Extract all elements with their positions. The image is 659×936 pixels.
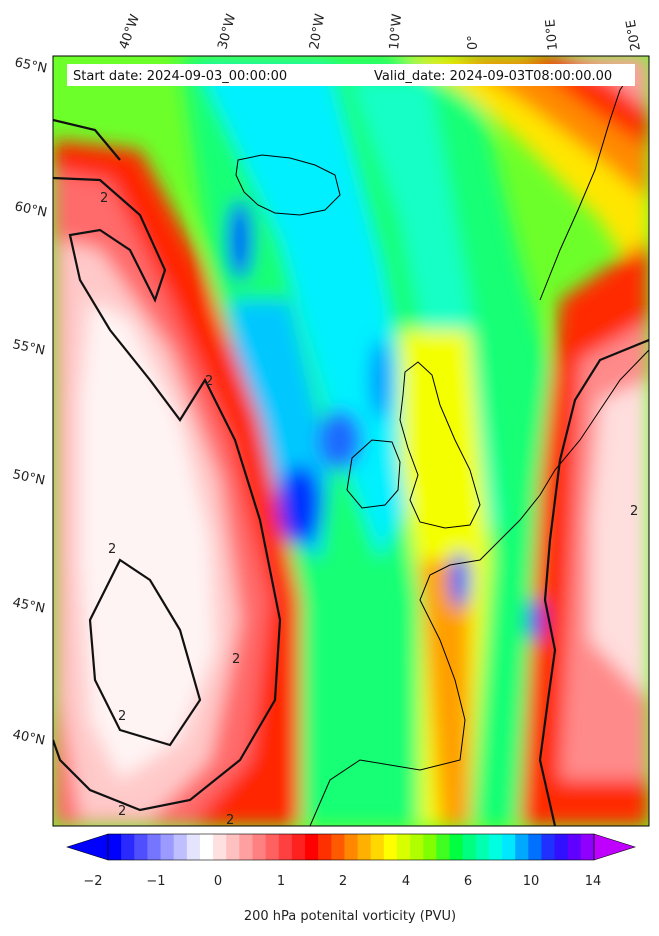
lat-label: 55°N bbox=[11, 337, 46, 358]
colorbar-cell bbox=[554, 834, 569, 860]
colorbar-cell bbox=[213, 834, 227, 860]
lon-label: 40°W bbox=[117, 12, 143, 51]
contour-east bbox=[538, 338, 649, 826]
colorbar-cell bbox=[291, 834, 306, 860]
colorbar: −2 −1 0 1 2 4 6 10 14 200 hPa potenital … bbox=[66, 833, 636, 924]
colorbar-cell bbox=[121, 834, 135, 860]
lat-label: 40°N bbox=[11, 727, 46, 748]
lon-label: 10°W bbox=[387, 13, 405, 50]
colorbar-cell bbox=[567, 834, 582, 860]
coastlines bbox=[235, 74, 649, 826]
colorbar-cell bbox=[436, 834, 450, 860]
contour-2pvu bbox=[53, 118, 649, 826]
latitude-labels: 65°N 60°N 55°N 50°N 45°N 40°N bbox=[11, 55, 48, 748]
contour-label: 2 bbox=[226, 813, 234, 828]
colorbar-cell bbox=[502, 834, 516, 860]
lat-label: 60°N bbox=[13, 199, 48, 220]
contour-west-outer bbox=[53, 176, 282, 812]
colorbar-cell bbox=[528, 834, 542, 860]
contour-label: 2 bbox=[118, 709, 126, 724]
colorbar-cell bbox=[344, 834, 358, 860]
colorbar-cell bbox=[226, 834, 240, 860]
iceland-outline bbox=[235, 154, 341, 216]
colorbar-cell bbox=[515, 834, 529, 860]
colorbar-cell bbox=[423, 834, 437, 860]
colorbar-tick: 0 bbox=[214, 874, 222, 889]
colorbar-frame bbox=[107, 833, 595, 861]
colorbar-cell bbox=[134, 834, 148, 860]
colorbar-cell bbox=[383, 834, 398, 860]
colorbar-cell bbox=[160, 834, 175, 860]
great-britain-outline bbox=[399, 361, 481, 529]
longitude-labels: 40°W 30°W 20°W 10°W 0° 10°E 20°E bbox=[117, 12, 644, 52]
lon-label: 10°E bbox=[543, 19, 561, 51]
colorbar-cell bbox=[278, 834, 293, 860]
colorbar-tick: 10 bbox=[523, 874, 540, 889]
colorbar-cell bbox=[331, 834, 345, 860]
lat-label: 65°N bbox=[13, 55, 48, 76]
lon-label: 20°E bbox=[624, 19, 644, 52]
colorbar-tick: 14 bbox=[585, 874, 602, 889]
colorbar-cell bbox=[199, 834, 214, 860]
colorbar-tick: 6 bbox=[464, 874, 472, 889]
colorbar-cells bbox=[108, 834, 595, 860]
colorbar-label: 200 hPa potenital vorticity (PVU) bbox=[244, 909, 456, 924]
colorbar-cell bbox=[318, 834, 332, 860]
contour-label: 2 bbox=[232, 652, 240, 667]
contour-label: 2 bbox=[205, 374, 213, 389]
colorbar-over-arrow bbox=[593, 833, 636, 861]
lat-label: 45°N bbox=[11, 595, 46, 616]
colorbar-cell bbox=[370, 834, 385, 860]
colorbar-tick: 4 bbox=[402, 874, 410, 889]
colorbar-cell bbox=[357, 834, 372, 860]
contour-label: 2 bbox=[108, 542, 116, 557]
lon-label: 0° bbox=[466, 35, 481, 50]
colorbar-cell bbox=[186, 834, 201, 860]
colorbar-cell bbox=[488, 834, 503, 860]
colorbar-cell bbox=[265, 834, 280, 860]
lat-label: 50°N bbox=[11, 467, 46, 488]
colorbar-tick: −1 bbox=[146, 874, 165, 889]
colorbar-cell bbox=[541, 834, 555, 860]
valid-date-label: Valid_date: 2024-09-03T08:00:00.00 bbox=[374, 69, 612, 84]
colorbar-cell bbox=[410, 834, 424, 860]
map-frame bbox=[52, 55, 650, 827]
header-box bbox=[67, 64, 635, 86]
colorbar-cell bbox=[173, 834, 188, 860]
colorbar-under-arrow bbox=[66, 833, 109, 861]
colorbar-cell bbox=[305, 834, 319, 860]
colorbar-cell bbox=[396, 834, 411, 860]
colorbar-cell bbox=[147, 834, 161, 860]
contour-label: 2 bbox=[100, 191, 108, 206]
colorbar-cell bbox=[252, 834, 267, 860]
contour-west-inner bbox=[88, 558, 202, 747]
colorbar-cell bbox=[462, 834, 477, 860]
contour-north bbox=[53, 118, 121, 161]
colorbar-cell bbox=[449, 834, 464, 860]
colorbar-cell bbox=[108, 834, 122, 860]
colorbar-tick: 2 bbox=[339, 874, 347, 889]
colorbar-cell bbox=[475, 834, 490, 860]
norway-coast bbox=[539, 74, 631, 301]
lon-label: 30°W bbox=[215, 12, 239, 51]
contour-label: 2 bbox=[118, 804, 126, 819]
colorbar-tick-labels: −2 −1 0 1 2 4 6 10 14 bbox=[83, 874, 601, 889]
ireland-outline bbox=[346, 439, 401, 509]
pv-filled-field bbox=[53, 56, 649, 826]
map-panel: 2 2 2 2 2 2 2 2 bbox=[53, 56, 649, 828]
contour-label: 2 bbox=[630, 504, 638, 519]
lon-label: 20°W bbox=[307, 13, 328, 51]
colorbar-tick: 1 bbox=[277, 874, 285, 889]
start-date-label: Start date: 2024-09-03_00:00:00 bbox=[73, 69, 287, 84]
colorbar-cell bbox=[580, 834, 595, 860]
contour-labels: 2 2 2 2 2 2 2 2 bbox=[100, 191, 638, 828]
colorbar-cell bbox=[239, 834, 253, 860]
north-sea-coast bbox=[499, 349, 649, 541]
colorbar-tick: −2 bbox=[83, 874, 102, 889]
continental-coast bbox=[309, 539, 501, 826]
